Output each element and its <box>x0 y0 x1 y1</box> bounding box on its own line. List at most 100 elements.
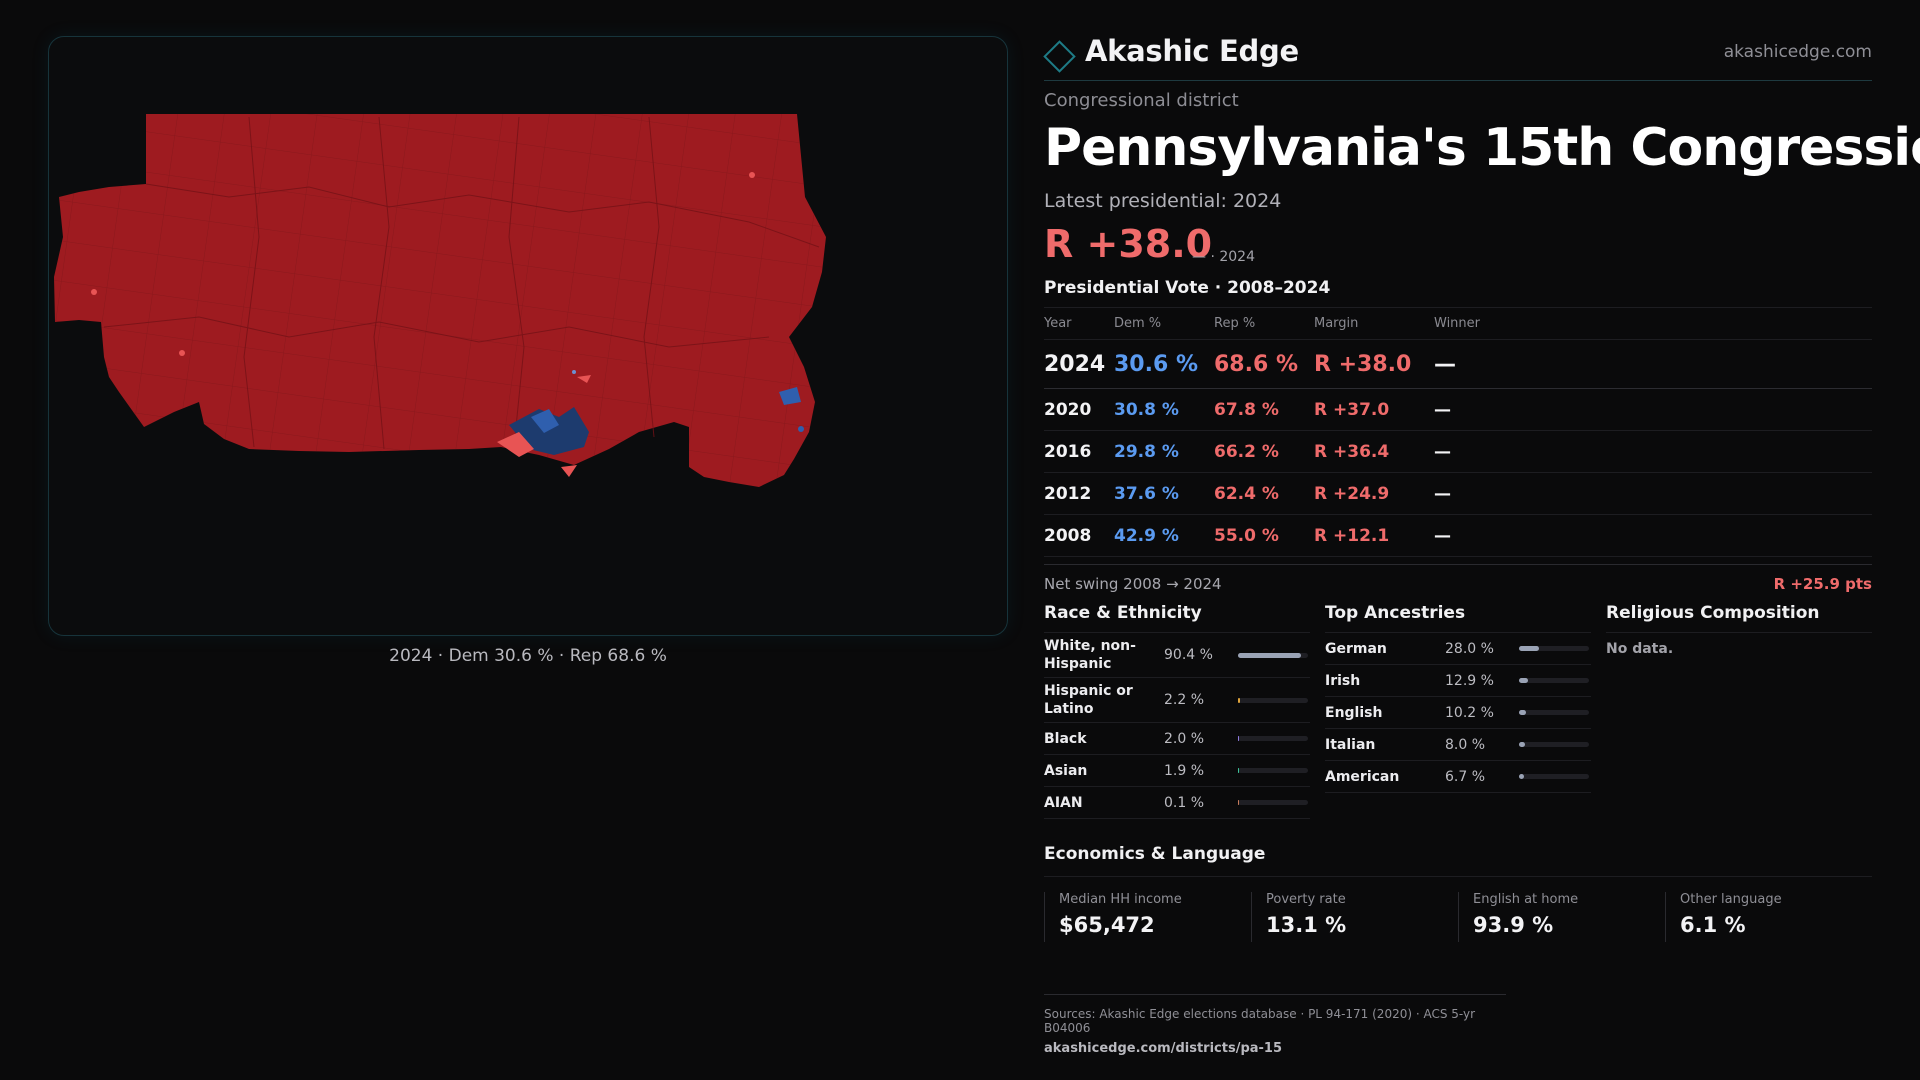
ancestry-bar <box>1519 678 1589 683</box>
race-value: 2.2 % <box>1164 692 1205 708</box>
race-value: 1.9 % <box>1164 762 1205 779</box>
dem-pct: 30.8 % <box>1114 388 1214 431</box>
ancestry-bar-fill <box>1519 678 1529 683</box>
race-bar-fill <box>1238 697 1240 703</box>
rep-pct: 67.8 % <box>1214 388 1314 431</box>
district-profile: Akashic Edge akashicedge.com Congression… <box>1043 0 1920 1080</box>
site-link[interactable]: akashicedge.com <box>1723 42 1872 62</box>
latest-margin: R +38.0 <box>1044 222 1213 266</box>
presidential-vote-table: Year Dem % Rep % Margin Winner 2024 30.6… <box>1044 307 1872 557</box>
stat-value: 93.9 % <box>1473 913 1554 937</box>
margin: R +38.0 <box>1314 339 1434 389</box>
race-bar <box>1238 800 1308 805</box>
map-caption: 2024 · Dem 30.6 % · Rep 68.6 % <box>389 646 667 666</box>
table-row: 2024 30.6 % 68.6 % R +38.0 — <box>1044 339 1872 389</box>
stat-label: Median HH income <box>1059 892 1182 907</box>
race-label: Asian <box>1044 762 1088 779</box>
ancestry-value: 28.0 % <box>1445 640 1494 657</box>
col-margin: Margin <box>1314 307 1434 340</box>
race-label: Black <box>1044 730 1087 747</box>
header: Akashic Edge akashicedge.com <box>1043 34 1872 81</box>
table-row: 2020 30.8 % 67.8 % R +37.0 — <box>1044 388 1872 431</box>
col-dem: Dem % <box>1114 307 1214 340</box>
dem-pct: 29.8 % <box>1114 430 1214 473</box>
ancestry-bar <box>1519 710 1589 715</box>
race-bar <box>1238 697 1308 703</box>
race-bar <box>1238 736 1308 741</box>
dem-precincts[interactable] <box>91 172 804 477</box>
table-row: 2008 42.9 % 55.0 % R +12.1 — <box>1044 514 1872 557</box>
ancestry-value: 12.9 % <box>1445 672 1494 689</box>
rep-pct: 55.0 % <box>1214 514 1314 557</box>
race-label: White, non-Hispanic <box>1044 638 1136 672</box>
year: 2012 <box>1044 472 1114 515</box>
stat-english-at-home: English at home 93.9 % <box>1458 892 1665 942</box>
ancestry-value: 8.0 % <box>1445 736 1486 753</box>
race-bar-fill <box>1238 736 1240 741</box>
precinct-lines <box>103 116 820 450</box>
ancestries-panel: Top Ancestries German 28.0 % Irish 12.9 % En… <box>1325 600 1591 793</box>
ancestry-row: Irish 12.9 % <box>1325 665 1591 697</box>
year: 2008 <box>1044 514 1114 557</box>
margin: R +36.4 <box>1314 430 1434 473</box>
dem-pct: 42.9 % <box>1114 514 1214 557</box>
winner: — <box>1434 514 1872 557</box>
ancestry-row: American 6.7 % <box>1325 761 1591 793</box>
ancestry-row: English 10.2 % <box>1325 697 1591 729</box>
race-row: Hispanic or Latino 2.2 % <box>1044 678 1310 723</box>
district-map-svg[interactable] <box>49 37 1007 635</box>
stat-value: 6.1 % <box>1680 913 1746 937</box>
year: 2024 <box>1044 339 1114 389</box>
race-list: White, non-Hispanic 90.4 % Hispanic or Lat… <box>1044 633 1310 819</box>
ancestry-bar-fill <box>1519 710 1527 715</box>
race-label: Hispanic or Latino <box>1044 683 1133 717</box>
ancestry-label: German <box>1325 640 1387 657</box>
ancestry-label: Irish <box>1325 672 1361 689</box>
rep-pct: 62.4 % <box>1214 472 1314 515</box>
year: 2016 <box>1044 430 1114 473</box>
sources-text: Sources: Akashic Edge elections database… <box>1044 1007 1476 1035</box>
ancestry-row: Italian 8.0 % <box>1325 729 1591 761</box>
race-label: AIAN <box>1044 794 1083 811</box>
ancestry-list: German 28.0 % Irish 12.9 % English 10.2 % Ital… <box>1325 633 1591 793</box>
stat-median-income: Median HH income $65,472 <box>1044 892 1251 942</box>
year: 2020 <box>1044 388 1114 431</box>
winner: — <box>1434 430 1872 473</box>
brand-name: Akashic Edge <box>1085 34 1299 68</box>
latest-margin-sub: — · 2024 <box>1192 249 1255 265</box>
religion-empty: No data. <box>1606 641 1674 657</box>
net-swing: Net swing 2008 → 2024 R +25.9 pts <box>1044 564 1872 601</box>
ancestry-bar <box>1519 742 1589 747</box>
religion-title: Religious Composition <box>1606 600 1872 633</box>
stat-other-language: Other language 6.1 % <box>1665 892 1872 942</box>
col-year: Year <box>1044 307 1114 340</box>
diamond-icon <box>1043 39 1076 73</box>
dem-pct: 37.6 % <box>1114 472 1214 515</box>
race-row: AIAN 0.1 % <box>1044 787 1310 819</box>
race-bar-fill <box>1238 652 1302 658</box>
district-url[interactable]: akashicedge.com/districts/pa-15 <box>1044 1041 1283 1056</box>
stat-value: 13.1 % <box>1266 913 1347 937</box>
stat-poverty-rate: Poverty rate 13.1 % <box>1251 892 1458 942</box>
stat-value: $65,472 <box>1059 913 1155 937</box>
ancestry-label: Italian <box>1325 736 1376 753</box>
stat-label: Other language <box>1680 892 1782 907</box>
presidential-vote-title: Presidential Vote · 2008–2024 <box>1044 278 1331 298</box>
brand-logo[interactable]: Akashic Edge <box>1043 34 1299 73</box>
ancestry-bar-fill <box>1519 774 1524 779</box>
stat-label: English at home <box>1473 892 1579 907</box>
ancestry-value: 6.7 % <box>1445 768 1486 785</box>
race-title: Race & Ethnicity <box>1044 600 1310 633</box>
ancestry-label: English <box>1325 704 1383 721</box>
table-row: 2012 37.6 % 62.4 % R +24.9 — <box>1044 472 1872 515</box>
dem-pct: 30.6 % <box>1114 339 1214 389</box>
ancestry-bar-fill <box>1519 742 1525 747</box>
ancestry-label: American <box>1325 768 1400 785</box>
winner: — <box>1434 339 1872 389</box>
col-rep: Rep % <box>1214 307 1314 340</box>
district-map[interactable] <box>48 36 1008 636</box>
table-row: 2016 29.8 % 66.2 % R +36.4 — <box>1044 430 1872 473</box>
race-bar-fill <box>1238 768 1240 773</box>
margin: R +37.0 <box>1314 388 1434 431</box>
page-title: Pennsylvania's 15th Congressional Distri… <box>1044 118 1920 178</box>
